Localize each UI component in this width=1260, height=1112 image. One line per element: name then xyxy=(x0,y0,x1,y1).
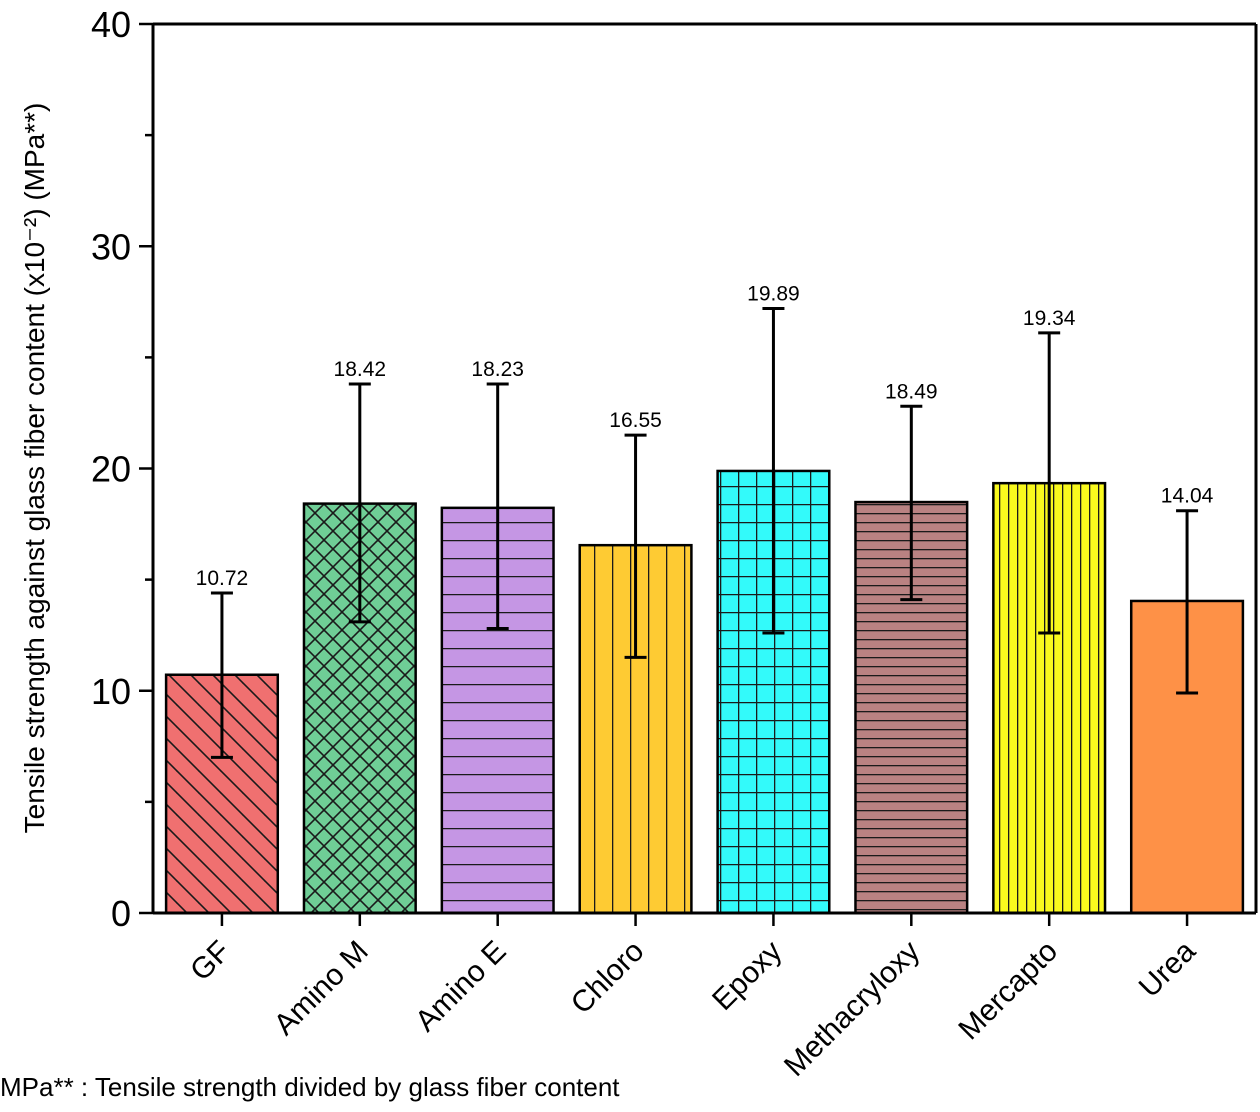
footnote: MPa** : Tensile strength divided by glas… xyxy=(0,1072,620,1102)
x-tick-label: Amino M xyxy=(268,935,375,1042)
data-label: 18.23 xyxy=(471,358,524,381)
y-axis-title: Tensile strength against glass fiber con… xyxy=(19,103,50,834)
y-tick-label: 0 xyxy=(111,893,131,934)
data-label: 18.42 xyxy=(334,358,387,381)
x-tick-label: GF xyxy=(184,935,237,988)
y-tick-label: 20 xyxy=(91,449,131,490)
y-tick-label: 40 xyxy=(91,4,131,45)
x-tick-label: Epoxy xyxy=(706,935,788,1017)
x-tick-label: Mercapto xyxy=(952,935,1064,1047)
data-label: 19.89 xyxy=(747,282,800,305)
data-label: 14.04 xyxy=(1161,485,1214,508)
y-tick-label: 30 xyxy=(91,226,131,267)
data-label: 16.55 xyxy=(609,409,662,432)
x-tick-label: Chloro xyxy=(565,935,651,1021)
x-tick-label: Amino E xyxy=(409,935,513,1039)
data-labels-layer: 10.72 18.42 18.23 16.55 19.89 18.49 19.34 14.04 xyxy=(196,282,1214,589)
x-tick-label: Methacryloxy xyxy=(778,935,926,1083)
data-label: 10.72 xyxy=(196,567,249,590)
bars-layer xyxy=(164,469,1245,915)
x-tick-label: Urea xyxy=(1133,934,1203,1004)
y-tick-label: 10 xyxy=(91,671,131,712)
data-label: 19.34 xyxy=(1023,307,1076,330)
data-label: 18.49 xyxy=(885,380,938,403)
error-bars-layer xyxy=(210,306,1199,759)
